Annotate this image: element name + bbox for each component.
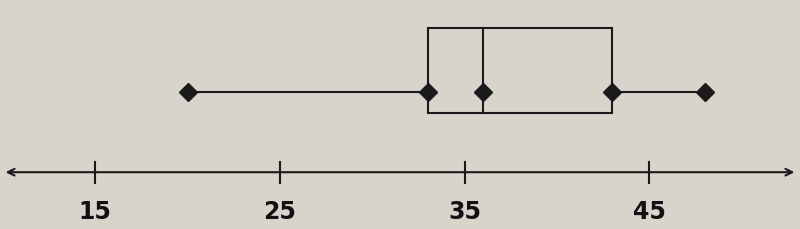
Text: 15: 15 xyxy=(78,200,111,224)
Bar xyxy=(428,28,613,113)
Text: 45: 45 xyxy=(633,200,666,224)
Text: 35: 35 xyxy=(448,200,481,224)
Text: 25: 25 xyxy=(263,200,296,224)
